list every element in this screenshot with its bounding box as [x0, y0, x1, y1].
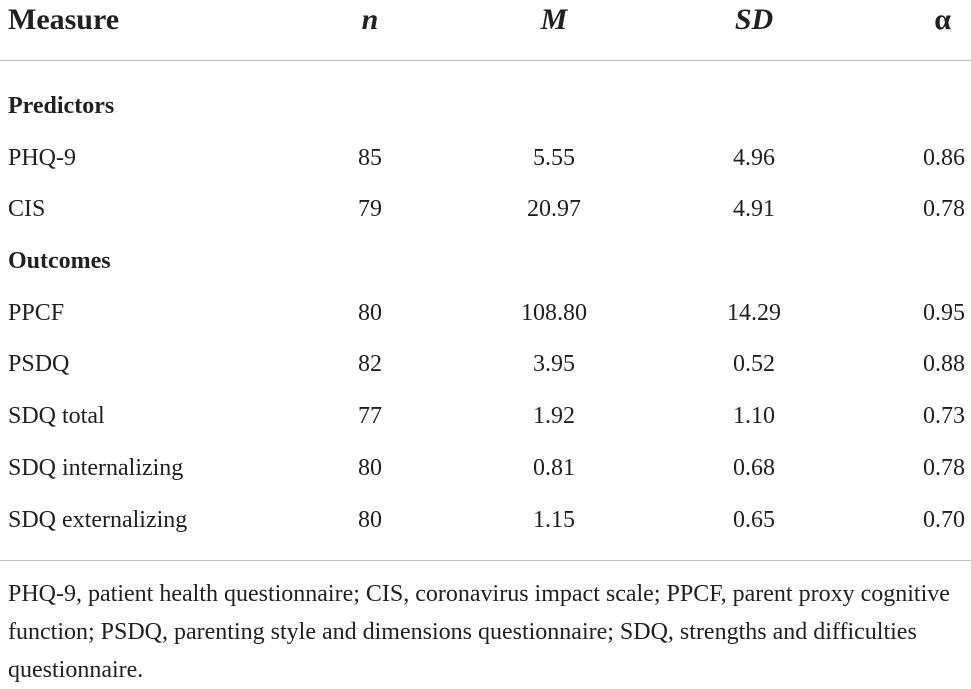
cell-alpha: 0.95 — [923, 300, 965, 326]
cell-n: 80 — [358, 300, 382, 326]
cell-n: 79 — [358, 196, 382, 222]
header-m: M — [540, 3, 568, 36]
table-footnote: PHQ-9, patient health questionnaire; CIS… — [8, 581, 950, 683]
cell-m: 20.97 — [527, 196, 581, 222]
cell-alpha: 0.78 — [923, 455, 965, 481]
header-n: n — [361, 3, 379, 36]
cell-m: 108.80 — [521, 300, 587, 326]
cell-measure: CIS — [8, 196, 46, 222]
cell-sd: 4.96 — [733, 145, 775, 171]
table-row: SDQ internalizing 80 0.81 0.68 0.78 — [0, 448, 971, 488]
cell-measure: SDQ internalizing — [8, 455, 184, 481]
section-title: Predictors — [8, 93, 115, 119]
cell-alpha: 0.78 — [923, 196, 965, 222]
header-alpha: α — [934, 3, 951, 36]
cell-m: 1.92 — [533, 403, 575, 429]
section-heading-predictors: Predictors — [0, 86, 971, 126]
cell-alpha: 0.73 — [923, 403, 965, 429]
table-bottom-divider — [0, 560, 971, 561]
cell-n: 80 — [358, 507, 382, 533]
header-measure: Measure — [8, 3, 120, 36]
cell-sd: 0.52 — [733, 351, 775, 377]
table-row: SDQ externalizing 80 1.15 0.65 0.70 — [0, 500, 971, 540]
table-row: SDQ total 77 1.92 1.10 0.73 — [0, 396, 971, 436]
cell-measure: SDQ total — [8, 403, 105, 429]
cell-sd: 14.29 — [727, 300, 781, 326]
cell-m: 5.55 — [533, 145, 575, 171]
table-header-row: Measure n M SD α — [0, 0, 971, 40]
cell-measure: SDQ externalizing — [8, 507, 188, 533]
cell-m: 0.81 — [533, 455, 575, 481]
cell-sd: 1.10 — [733, 403, 775, 429]
cell-alpha: 0.70 — [923, 507, 965, 533]
cell-n: 80 — [358, 455, 382, 481]
table-row: PPCF 80 108.80 14.29 0.95 — [0, 293, 971, 333]
table-row: CIS 79 20.97 4.91 0.78 — [0, 189, 971, 229]
section-heading-outcomes: Outcomes — [0, 241, 971, 281]
header-divider — [0, 60, 971, 61]
cell-sd: 0.68 — [733, 455, 775, 481]
cell-sd: 4.91 — [733, 196, 775, 222]
cell-measure: PSDQ — [8, 351, 70, 377]
header-sd: SD — [734, 3, 774, 36]
cell-m: 3.95 — [533, 351, 575, 377]
cell-measure: PPCF — [8, 300, 65, 326]
cell-sd: 0.65 — [733, 507, 775, 533]
cell-n: 82 — [358, 351, 382, 377]
cell-m: 1.15 — [533, 507, 575, 533]
cell-n: 77 — [358, 403, 382, 429]
cell-alpha: 0.88 — [923, 351, 965, 377]
cell-n: 85 — [358, 145, 382, 171]
table-row: PSDQ 82 3.95 0.52 0.88 — [0, 344, 971, 384]
table-row: PHQ-9 85 5.55 4.96 0.86 — [0, 138, 971, 178]
cell-alpha: 0.86 — [923, 145, 965, 171]
section-title: Outcomes — [8, 248, 111, 274]
cell-measure: PHQ-9 — [8, 145, 77, 171]
